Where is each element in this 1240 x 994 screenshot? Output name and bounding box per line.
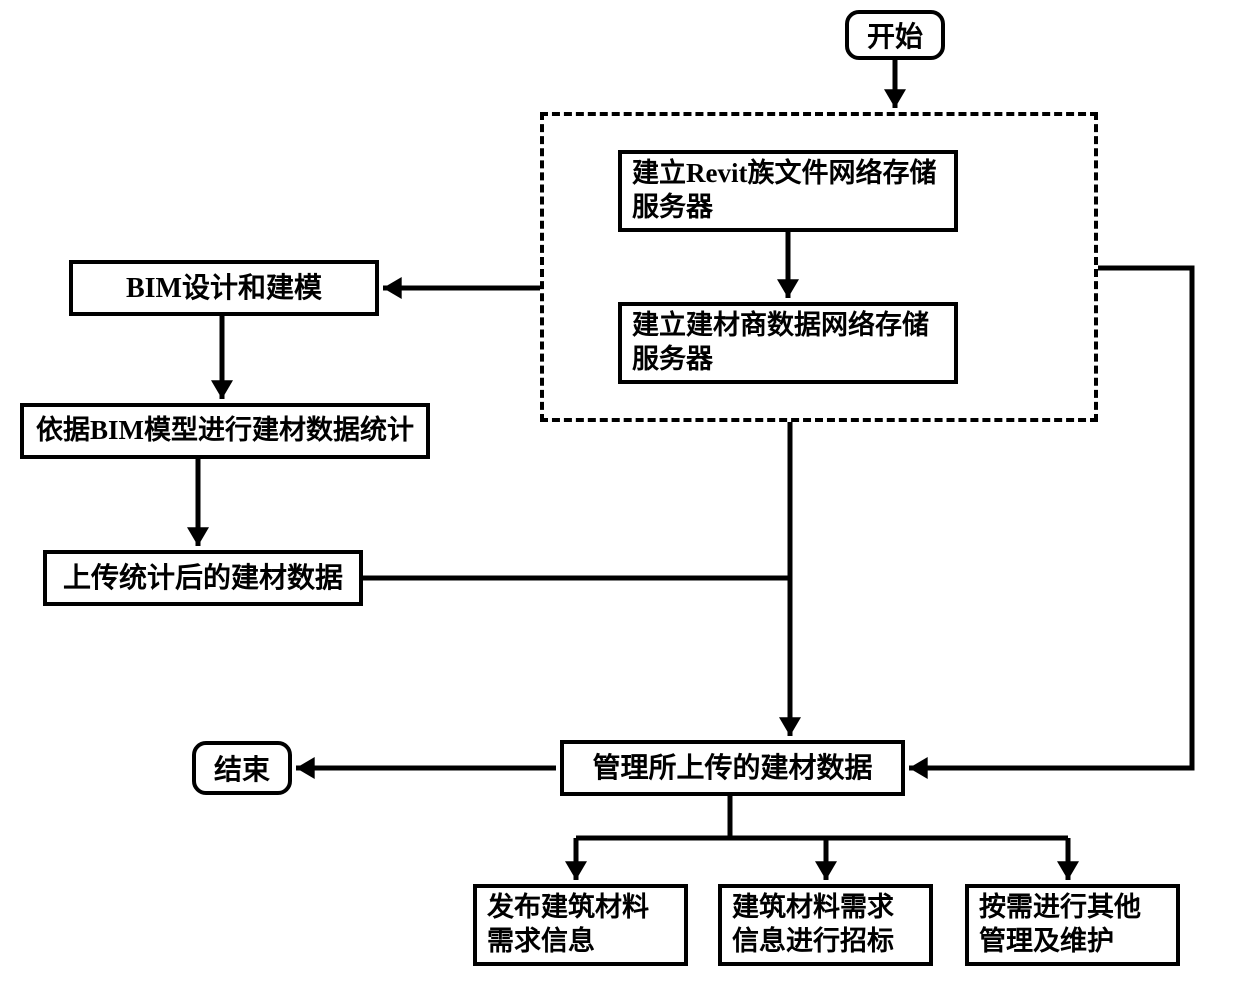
manage-box: 管理所上传的建材数据 — [560, 740, 905, 796]
start-terminal: 开始 — [845, 10, 945, 60]
end-terminal: 结束 — [192, 741, 292, 795]
end-label: 结束 — [214, 748, 270, 788]
publish-box: 发布建筑材料需求信息 — [473, 884, 688, 966]
publish-label: 发布建筑材料需求信息 — [487, 891, 674, 959]
other-mgmt-label: 按需进行其他管理及维护 — [979, 891, 1166, 959]
bim-design-box: BIM设计和建模 — [69, 260, 379, 316]
upload-box: 上传统计后的建材数据 — [43, 550, 363, 606]
stats-label: 依据BIM模型进行建材数据统计 — [36, 414, 414, 448]
upload-label: 上传统计后的建材数据 — [63, 561, 343, 596]
other-mgmt-box: 按需进行其他管理及维护 — [965, 884, 1180, 966]
start-label: 开始 — [867, 15, 923, 55]
bim-design-label: BIM设计和建模 — [126, 271, 322, 306]
bidding-box: 建筑材料需求信息进行招标 — [718, 884, 933, 966]
revit-box: 建立Revit族文件网络存储服务器 — [618, 150, 958, 232]
manage-label: 管理所上传的建材数据 — [592, 751, 872, 786]
supplier-label: 建立建材商数据网络存储服务器 — [632, 309, 944, 377]
supplier-box: 建立建材商数据网络存储服务器 — [618, 302, 958, 384]
stats-box: 依据BIM模型进行建材数据统计 — [20, 403, 430, 459]
bidding-label: 建筑材料需求信息进行招标 — [732, 891, 919, 959]
revit-label: 建立Revit族文件网络存储服务器 — [632, 157, 944, 225]
